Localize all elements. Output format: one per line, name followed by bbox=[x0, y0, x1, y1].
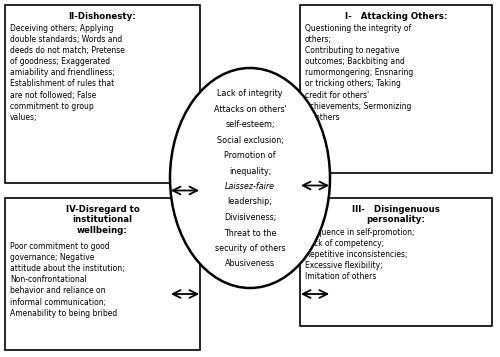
Text: Poor commitment to good
governance; Negative
attitude about the institution;
Non: Poor commitment to good governance; Nega… bbox=[10, 242, 124, 318]
Text: I-   Attacking Others:: I- Attacking Others: bbox=[345, 12, 447, 21]
Text: Eloquence in self-promotion;
Lack of competency;
Repetitive inconsistencies;
Exc: Eloquence in self-promotion; Lack of com… bbox=[305, 228, 414, 281]
Text: Lack of integrity: Lack of integrity bbox=[217, 89, 283, 98]
Text: III-   Disingenuous
personality:: III- Disingenuous personality: bbox=[352, 205, 440, 225]
Text: II-Dishonesty:: II-Dishonesty: bbox=[68, 12, 136, 21]
Bar bbox=[5, 5, 200, 183]
Text: security of others: security of others bbox=[214, 244, 286, 253]
Ellipse shape bbox=[170, 68, 330, 288]
Text: Social exclusion;: Social exclusion; bbox=[216, 136, 284, 145]
Text: inequality;: inequality; bbox=[229, 166, 271, 176]
Text: Laissez-faire: Laissez-faire bbox=[225, 182, 275, 191]
Text: Deceiving others; Applying
double standards; Words and
deeds do not match; Prete: Deceiving others; Applying double standa… bbox=[10, 24, 125, 122]
Bar bbox=[5, 198, 200, 350]
Bar bbox=[300, 5, 492, 173]
Text: self-esteem;: self-esteem; bbox=[225, 120, 275, 129]
Text: Abusiveness: Abusiveness bbox=[225, 260, 275, 268]
Text: Attacks on others': Attacks on others' bbox=[214, 105, 286, 114]
Text: Threat to the: Threat to the bbox=[224, 228, 276, 237]
Text: leadership;: leadership; bbox=[228, 197, 272, 206]
Text: Divisiveness;: Divisiveness; bbox=[224, 213, 276, 222]
Text: IV-Disregard to
institutional
wellbeing:: IV-Disregard to institutional wellbeing: bbox=[66, 205, 140, 235]
Bar bbox=[300, 198, 492, 326]
Text: Promotion of: Promotion of bbox=[224, 151, 276, 160]
Text: Questioning the integrity of
others;
Contributing to negative
outcomes; Backbiti: Questioning the integrity of others; Con… bbox=[305, 24, 413, 122]
